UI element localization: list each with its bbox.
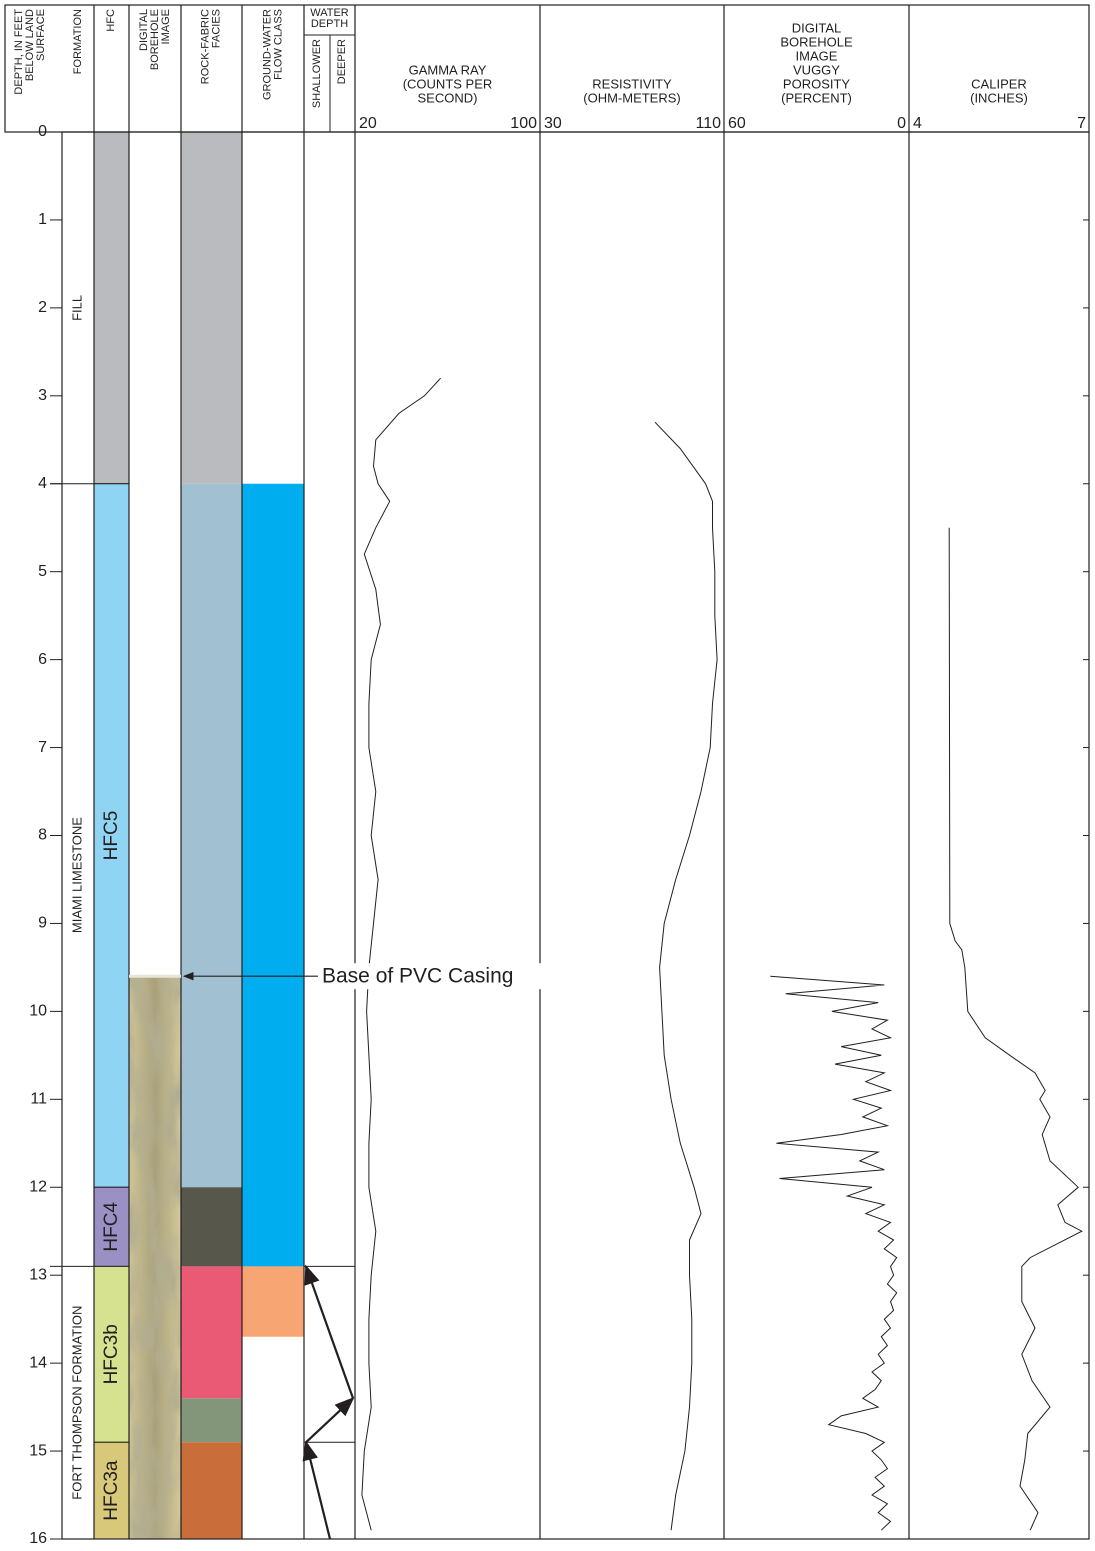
hfc-label: HFC4	[101, 1202, 122, 1252]
column-header: DIGITAL	[138, 9, 150, 51]
depth-tick-label: 16	[29, 1530, 47, 1547]
column-header: GROUND-WATER	[261, 9, 273, 100]
column-header: DEEPER	[336, 39, 348, 84]
facies-interval	[181, 1187, 242, 1267]
depth-tick-label: 7	[38, 739, 47, 756]
depth-tick-label: 14	[29, 1354, 47, 1371]
column-header: IMAGE	[160, 9, 172, 44]
track-title: IMAGE	[796, 48, 838, 63]
column-header: SHALLOWER	[311, 39, 323, 108]
facies-interval	[181, 132, 242, 484]
log-curves	[361, 377, 1083, 1531]
depth-tick-label: 5	[38, 563, 47, 580]
depth-tick-label: 9	[38, 915, 47, 932]
depth-tick-label: 6	[38, 651, 47, 668]
track-tick-label: 110	[695, 115, 721, 132]
hfc-interval	[93, 131, 130, 485]
track-title: GAMMA RAY	[409, 62, 487, 77]
hfc-interval	[93, 1186, 130, 1267]
track-title: (INCHES)	[970, 90, 1028, 105]
log-curve	[654, 421, 718, 1531]
track-tick-label: 60	[728, 115, 746, 132]
flow_class-interval	[242, 1266, 304, 1337]
flow_class-interval	[242, 483, 304, 1267]
track-title: DIGITAL	[792, 20, 842, 35]
track-title: SECOND)	[418, 90, 478, 105]
formation-label: FILL	[69, 295, 84, 321]
column-header: WATER	[310, 7, 349, 19]
column-header: DEPTH, IN FEET	[13, 9, 25, 95]
track-tick-label: 20	[359, 115, 377, 132]
hfc-interval	[93, 1265, 130, 1443]
depth-tick-label: 15	[29, 1442, 47, 1459]
log-curve	[770, 975, 898, 1531]
depth-tick-label: 1	[38, 211, 47, 228]
facies-interval	[181, 483, 242, 1188]
track-title: CALIPER	[971, 76, 1027, 91]
formation-label: FORT THOMPSON FORMATION	[69, 1306, 84, 1500]
track-tick-label: 7	[1077, 115, 1086, 132]
hfc-label: HFC3b	[101, 1324, 122, 1384]
depth-tick-label: 8	[38, 827, 47, 844]
interval-fills	[93, 131, 304, 1540]
water-depth-arrow	[302, 1440, 332, 1540]
column-header: FACIES	[210, 9, 222, 48]
log-curve	[361, 377, 441, 1531]
track-title: (COUNTS PER	[403, 76, 493, 91]
water-depth-arrow	[304, 1264, 355, 1399]
annotation-bg	[319, 963, 569, 990]
column-header: DEPTH	[311, 18, 348, 30]
depth-tick-label: 4	[38, 475, 47, 492]
depth-tick-label: 13	[29, 1266, 47, 1283]
track-title: POROSITY	[783, 76, 851, 91]
formation-label: MIAMI LIMESTONE	[69, 817, 84, 933]
water-depth-arrow	[305, 1396, 355, 1444]
column-header: FORMATION	[72, 9, 84, 74]
column-header: BOREHOLE	[149, 9, 161, 70]
facies-interval	[181, 1442, 242, 1539]
track-title: (OHM-METERS)	[583, 90, 681, 105]
track-tick-label: 30	[544, 115, 562, 132]
column-header: FLOW CLASS	[272, 9, 284, 80]
track-tick-label: 4	[913, 115, 922, 132]
track-title: RESISTIVITY	[592, 76, 672, 91]
track-tick-label: 0	[897, 115, 906, 132]
annotation: Base of PVC Casing	[322, 965, 513, 988]
facies-interval	[181, 1398, 242, 1443]
depth-tick-label: 2	[38, 299, 47, 316]
borehole-image	[129, 976, 181, 1539]
hfc-interval	[93, 483, 130, 1188]
depth-tick-label: 3	[38, 387, 47, 404]
labels: DEPTH, IN FEET BELOW LAND SURFACE FORMATION…	[13, 7, 1086, 1547]
depth-tick-label: 11	[30, 1091, 47, 1108]
column-header: HFC	[105, 9, 117, 32]
depth-tick-label: 10	[29, 1003, 47, 1020]
depth-tick-label: 0	[38, 123, 47, 140]
track-title: VUGGY	[793, 62, 840, 77]
depth-tick-label: 12	[29, 1178, 47, 1195]
hfc-label: HFC3a	[101, 1460, 122, 1521]
frame	[4, 4, 1090, 1540]
log-curve	[948, 527, 1083, 1531]
hfc-label: HFC5	[101, 811, 122, 861]
facies-interval	[181, 1266, 242, 1399]
column-header: SURFACE	[35, 9, 47, 61]
column-header: BELOW LAND	[24, 9, 36, 81]
track-title: (PERCENT)	[781, 90, 852, 105]
track-tick-label: 100	[510, 115, 537, 132]
track-title: BOREHOLE	[780, 34, 853, 49]
column-header: ROCK-FABRIC	[199, 9, 211, 84]
